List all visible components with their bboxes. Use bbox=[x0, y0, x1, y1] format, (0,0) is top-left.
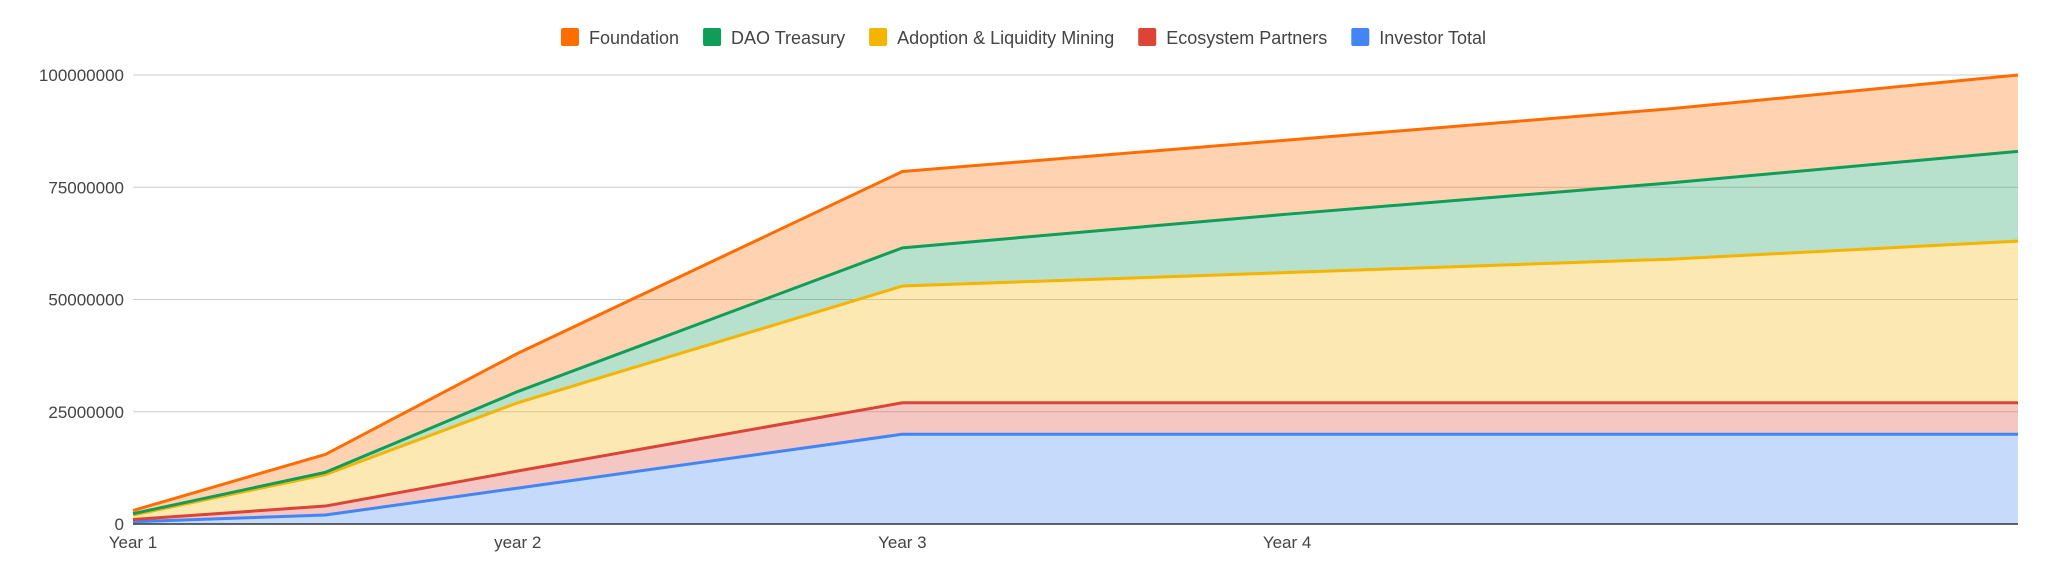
y-tick-label: 75000000 bbox=[48, 178, 124, 197]
x-tick-label: Year 4 bbox=[1263, 533, 1312, 552]
legend-label: DAO Treasury bbox=[731, 28, 845, 48]
y-tick-label: 0 bbox=[115, 515, 124, 534]
line-foundation bbox=[132, 73, 2019, 512]
legend-swatch bbox=[869, 28, 888, 46]
x-tick-label: Year 1 bbox=[109, 533, 158, 552]
area-foundation bbox=[133, 75, 2018, 514]
x-tick-label: Year 3 bbox=[878, 533, 927, 552]
legend-item-foundation: Foundation bbox=[560, 28, 679, 48]
legend-swatch bbox=[1351, 28, 1370, 46]
line-dao-treasury bbox=[132, 149, 2019, 516]
legend-label: Foundation bbox=[589, 28, 679, 48]
y-tick-label: 50000000 bbox=[48, 291, 124, 310]
legend-swatch bbox=[1138, 28, 1157, 46]
line-adoption-liquidity-mining bbox=[132, 239, 2019, 517]
legend-label: Investor Total bbox=[1379, 28, 1486, 48]
legend-item-investor-total: Investor Total bbox=[1351, 28, 1486, 48]
legend-swatch bbox=[703, 28, 722, 46]
area-investor-total bbox=[133, 434, 2018, 524]
area-adoption-liquidity-mining bbox=[133, 241, 2018, 520]
legend-item-dao-treasury: DAO Treasury bbox=[703, 28, 845, 48]
gridlines bbox=[133, 74, 2018, 413]
areas bbox=[133, 75, 2018, 524]
y-tick-label: 100000000 bbox=[39, 66, 124, 85]
legend-swatch bbox=[560, 28, 579, 46]
legend-label: Ecosystem Partners bbox=[1166, 28, 1327, 48]
series-lines bbox=[132, 73, 2019, 524]
area-dao-treasury bbox=[133, 151, 2018, 516]
line-investor-total bbox=[132, 432, 2018, 524]
legend-item-ecosystem-partners: Ecosystem Partners bbox=[1138, 28, 1327, 48]
x-tick-label: year 2 bbox=[494, 533, 541, 552]
legend: Foundation DAO Treasury Adoption & Liquidi… bbox=[560, 28, 1486, 48]
area-ecosystem-partners bbox=[133, 402, 2018, 522]
line-ecosystem-partners bbox=[132, 401, 2018, 522]
legend-label: Adoption & Liquidity Mining bbox=[897, 28, 1114, 48]
legend-item-adoption-liquidity-mining: Adoption & Liquidity Mining bbox=[869, 28, 1114, 48]
y-tick-label: 25000000 bbox=[48, 403, 124, 422]
